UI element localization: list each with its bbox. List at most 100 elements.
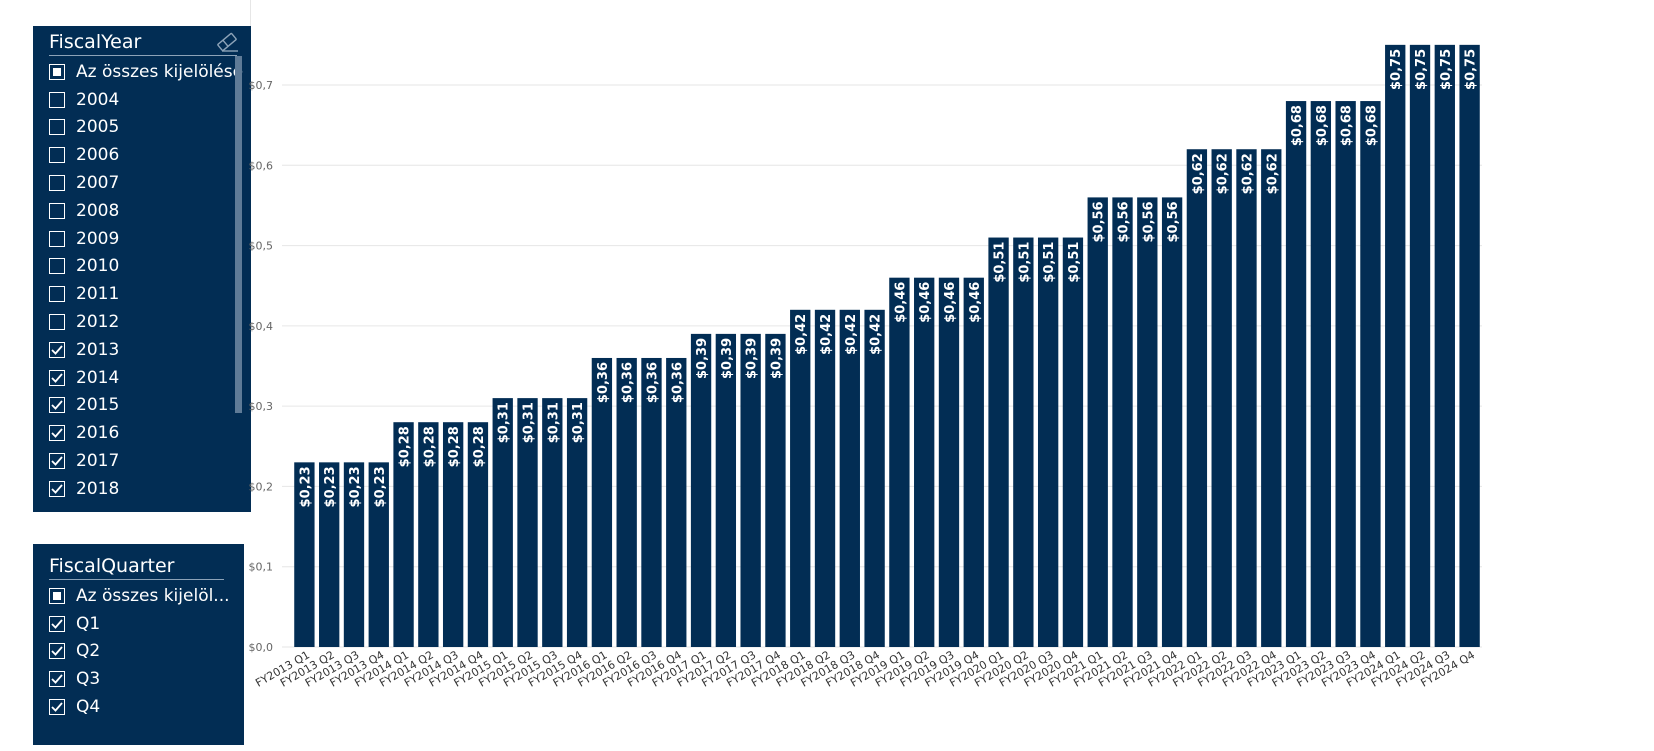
checkbox-checked-icon[interactable] <box>49 615 65 632</box>
checkbox-checked-icon[interactable] <box>49 341 65 358</box>
bar[interactable] <box>1261 149 1282 647</box>
bar[interactable] <box>1137 197 1158 647</box>
eraser-icon[interactable] <box>214 31 240 53</box>
bar-data-label: $0,36 <box>621 362 636 403</box>
slicer-item[interactable]: 2011 <box>49 280 243 308</box>
checkbox-checked-icon[interactable] <box>49 425 65 442</box>
bar[interactable] <box>616 357 637 647</box>
checkbox-partial-icon[interactable] <box>49 587 65 604</box>
bar[interactable] <box>467 422 489 647</box>
checkbox-empty-icon[interactable] <box>49 91 65 108</box>
bar[interactable] <box>1310 101 1332 648</box>
bar[interactable] <box>1335 101 1356 648</box>
slicer-item[interactable]: 2008 <box>49 197 243 225</box>
bar[interactable] <box>938 277 960 647</box>
bar[interactable] <box>715 333 737 647</box>
checkbox-empty-icon[interactable] <box>49 119 65 136</box>
slicer-item-label: 2008 <box>76 200 120 221</box>
bar[interactable] <box>1087 197 1108 647</box>
checkbox-empty-icon[interactable] <box>49 202 65 219</box>
slicer-item[interactable]: 2009 <box>49 225 243 253</box>
checkbox-empty-icon[interactable] <box>49 175 65 192</box>
bar[interactable] <box>1211 149 1232 647</box>
scrollbar-thumb[interactable] <box>235 56 242 413</box>
slicer-item[interactable]: 2014 <box>49 364 243 392</box>
bar[interactable] <box>393 422 414 647</box>
fiscal-year-slicer: FiscalYear Az összes kijelölése 2004 2005 2… <box>33 26 251 512</box>
bar[interactable] <box>418 422 439 647</box>
bar[interactable] <box>442 422 464 647</box>
bar[interactable] <box>294 462 315 647</box>
bar[interactable] <box>1161 197 1183 647</box>
slicer-item-label: Q3 <box>76 669 101 690</box>
checkbox-checked-icon[interactable] <box>49 480 65 497</box>
bar[interactable] <box>1236 149 1257 647</box>
bar[interactable] <box>889 277 910 647</box>
bar-data-label: $0,46 <box>893 282 908 323</box>
slicer-item[interactable]: 2016 <box>49 419 243 447</box>
bar-data-label: $0,42 <box>869 314 884 355</box>
bar[interactable] <box>517 398 538 647</box>
checkbox-checked-icon[interactable] <box>49 397 65 414</box>
bar[interactable] <box>864 309 885 647</box>
slicer-item[interactable]: 2006 <box>49 141 243 169</box>
checkbox-checked-icon[interactable] <box>49 369 65 386</box>
bar[interactable] <box>566 398 588 647</box>
slicer-item[interactable]: 2013 <box>49 336 243 364</box>
bar[interactable] <box>492 398 513 647</box>
bar[interactable] <box>1037 237 1059 648</box>
slicer-item[interactable]: Q4 <box>49 693 230 721</box>
slicer-item[interactable]: 2010 <box>49 253 243 281</box>
bar[interactable] <box>641 357 662 647</box>
bar-data-label: $0,75 <box>1414 49 1429 90</box>
bar[interactable] <box>963 277 984 647</box>
checkbox-checked-icon[interactable] <box>49 643 65 660</box>
bar[interactable] <box>591 357 613 647</box>
checkbox-empty-icon[interactable] <box>49 286 65 303</box>
checkbox-checked-icon[interactable] <box>49 671 65 688</box>
bar[interactable] <box>1285 101 1307 648</box>
slicer-item[interactable]: 2015 <box>49 392 243 420</box>
slicer-item[interactable]: Q3 <box>49 665 230 693</box>
bar[interactable] <box>814 309 836 647</box>
slicer-item[interactable]: 2018 <box>49 475 243 503</box>
bar[interactable] <box>1360 101 1381 648</box>
bar[interactable] <box>319 462 340 647</box>
bar[interactable] <box>740 333 761 647</box>
checkbox-empty-icon[interactable] <box>49 314 65 331</box>
slicer-item[interactable]: 2007 <box>49 169 243 197</box>
slicer-item[interactable]: Q1 <box>49 610 230 638</box>
bar[interactable] <box>368 462 389 647</box>
slicer-item[interactable]: 2004 <box>49 86 243 114</box>
bar[interactable] <box>1112 197 1133 647</box>
checkbox-checked-icon[interactable] <box>49 699 65 716</box>
bar[interactable] <box>765 333 786 647</box>
bar[interactable] <box>1062 237 1084 648</box>
checkbox-empty-icon[interactable] <box>49 147 65 164</box>
bar[interactable] <box>790 309 811 647</box>
slicer-item[interactable]: 2005 <box>49 114 243 142</box>
slicer-title: FiscalQuarter <box>49 555 175 577</box>
bar[interactable] <box>1409 44 1431 648</box>
checkbox-empty-icon[interactable] <box>49 230 65 247</box>
checkbox-checked-icon[interactable] <box>49 453 65 470</box>
bar[interactable] <box>839 309 860 647</box>
bar[interactable] <box>542 398 563 647</box>
bar[interactable] <box>988 237 1009 648</box>
checkbox-partial-icon[interactable] <box>49 63 65 80</box>
slicer-item[interactable]: 2012 <box>49 308 243 336</box>
bar[interactable] <box>1459 44 1480 648</box>
bar[interactable] <box>343 462 365 647</box>
bar[interactable] <box>1385 44 1406 648</box>
bar[interactable] <box>690 333 712 647</box>
bar[interactable] <box>666 357 687 647</box>
slicer-item[interactable]: Q2 <box>49 638 230 666</box>
slicer-item[interactable]: Az összes kijelöl... <box>49 582 230 610</box>
bar[interactable] <box>914 277 935 647</box>
slicer-item[interactable]: Az összes kijelölése <box>49 58 243 86</box>
bar[interactable] <box>1186 149 1208 647</box>
bar[interactable] <box>1434 44 1455 648</box>
checkbox-empty-icon[interactable] <box>49 258 65 275</box>
bar[interactable] <box>1013 237 1034 648</box>
slicer-item[interactable]: 2017 <box>49 447 243 475</box>
